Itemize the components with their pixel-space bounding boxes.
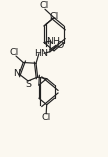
Text: Cl: Cl [10, 49, 19, 57]
Text: S: S [25, 80, 31, 89]
Text: Cl: Cl [41, 113, 50, 122]
Text: Cl: Cl [49, 12, 59, 21]
Text: Cl: Cl [39, 1, 48, 10]
Text: O: O [56, 41, 64, 50]
Text: HN: HN [34, 49, 48, 58]
Text: N: N [13, 69, 20, 78]
Text: NH: NH [47, 37, 61, 46]
